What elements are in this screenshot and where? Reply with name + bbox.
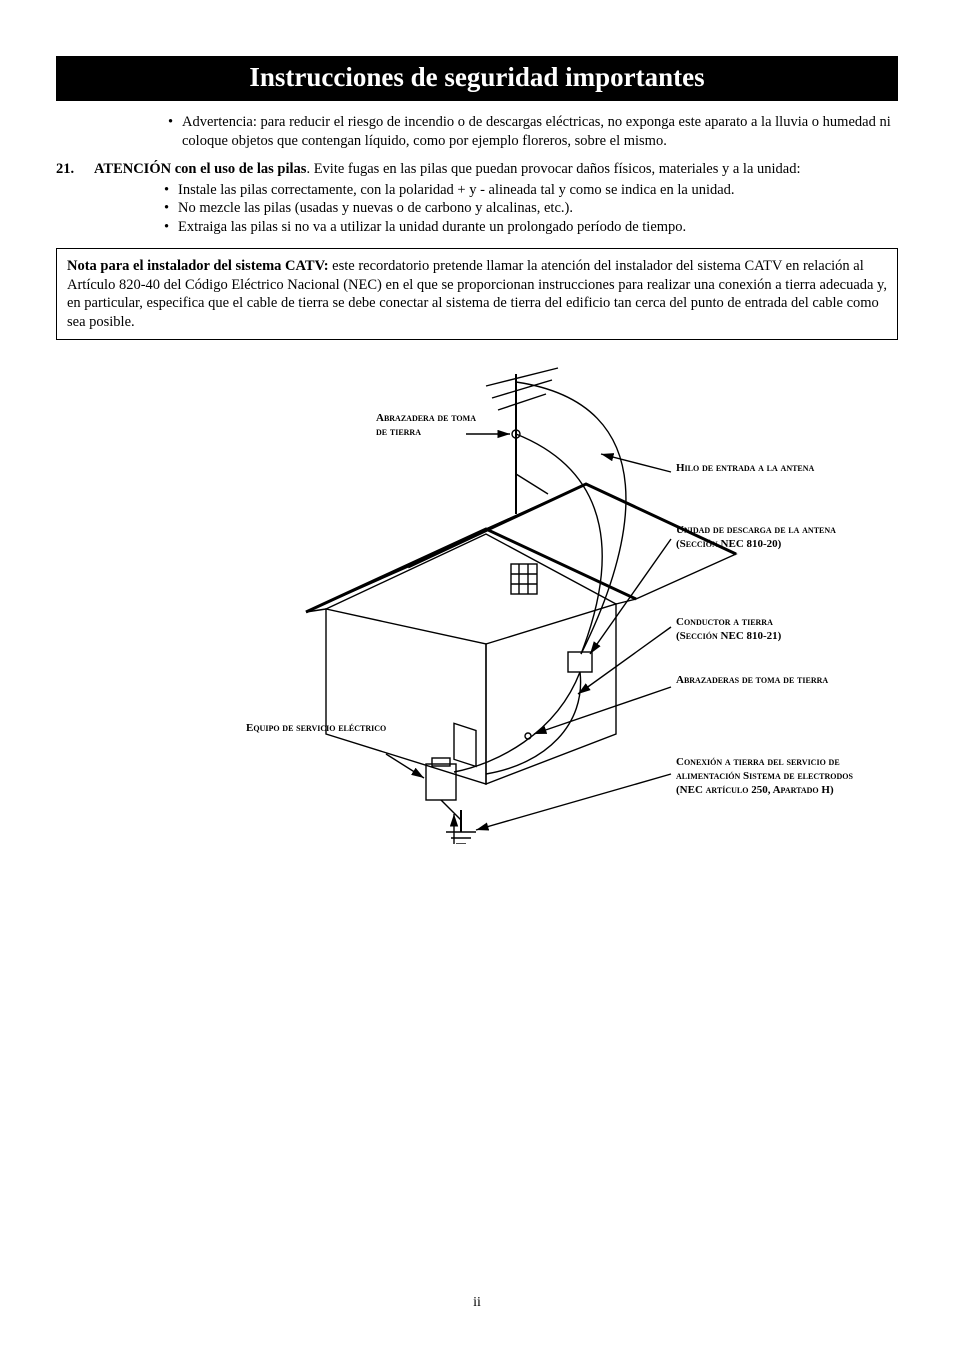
- page-title: Instrucciones de seguridad importantes: [56, 56, 898, 101]
- item-21-lead-rest: . Evite fugas en las pilas que puedan pr…: [306, 161, 800, 177]
- page-number: ii: [0, 1295, 954, 1311]
- item-21-sublist: Instale las pilas correctamente, con la …: [94, 181, 898, 237]
- sub-bullet: No mezcle las pilas (usadas y nuevas o d…: [164, 199, 898, 218]
- label-grounding-conductor: Conductor a tierra (Sección NEC 810-21): [676, 616, 856, 644]
- warning-list: Advertencia: para reducir el riesgo de i…: [56, 113, 898, 150]
- item-21-number: 21.: [56, 160, 74, 179]
- warning-bullet: Advertencia: para reducir el riesgo de i…: [168, 113, 898, 150]
- catv-note-box: Nota para el instalador del sistema CATV…: [56, 248, 898, 340]
- label-discharge-unit: Unidad de descarga de la antena (Sección…: [676, 524, 856, 552]
- sub-bullet: Instale las pilas correctamente, con la …: [164, 181, 898, 200]
- sub-bullet: Extraiga las pilas si no va a utilizar l…: [164, 218, 898, 237]
- label-ground-connection: Conexión a tierra del servicio de alimen…: [676, 756, 866, 797]
- label-ground-clamps: Abrazaderas de toma de tierra: [676, 674, 856, 688]
- label-service-equipment: Equipo de servicio eléctrico: [246, 722, 416, 736]
- label-antenna-lead: Hilo de entrada a la antena: [676, 462, 876, 476]
- body-content: Advertencia: para reducir el riesgo de i…: [56, 113, 898, 340]
- grounding-diagram: Abrazadera de toma de tierra Hilo de ent…: [56, 364, 898, 844]
- page: Instrucciones de seguridad importantes A…: [0, 0, 954, 1351]
- label-ground-clamp-top: Abrazadera de toma de tierra: [376, 412, 486, 440]
- note-lead: Nota para el instalador del sistema CATV…: [67, 258, 329, 274]
- item-21-lead-bold: ATENCIÓN con el uso de las pilas: [94, 161, 306, 177]
- item-21: 21. ATENCIÓN con el uso de las pilas. Ev…: [56, 160, 898, 236]
